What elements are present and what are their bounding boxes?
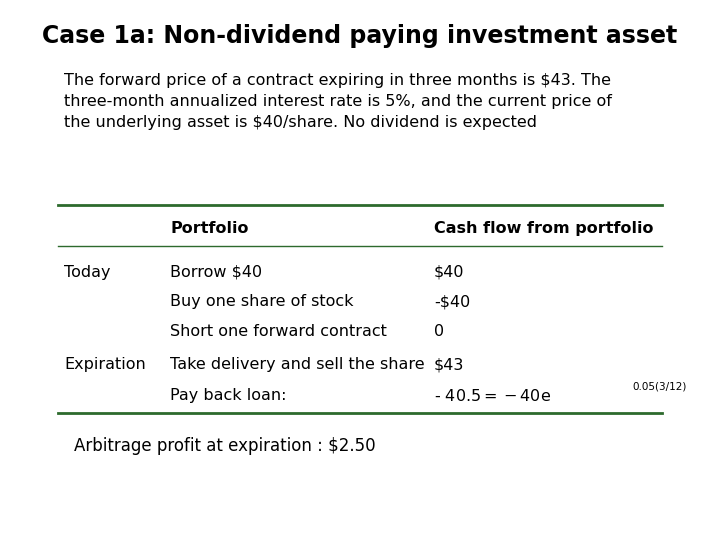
Text: - $40.5 =  - $40e: - $40.5 = - $40e [434, 388, 551, 404]
Text: -$40: -$40 [434, 294, 470, 309]
Text: 0: 0 [434, 324, 444, 339]
Text: Borrow $40: Borrow $40 [171, 265, 263, 280]
Text: Case 1a: Non-dividend paying investment asset: Case 1a: Non-dividend paying investment … [42, 24, 678, 48]
Text: Buy one share of stock: Buy one share of stock [171, 294, 354, 309]
Text: Short one forward contract: Short one forward contract [171, 324, 387, 339]
Text: Take delivery and sell the share: Take delivery and sell the share [171, 357, 425, 373]
Text: Cash flow from portfolio: Cash flow from portfolio [434, 221, 654, 237]
Text: Arbitrage profit at expiration : $2.50: Arbitrage profit at expiration : $2.50 [74, 437, 376, 455]
Text: $40: $40 [434, 265, 464, 280]
Text: Expiration: Expiration [64, 357, 146, 373]
Text: $43: $43 [434, 357, 464, 373]
Text: 0.05(3/12): 0.05(3/12) [632, 381, 686, 391]
Text: The forward price of a contract expiring in three months is $43. The
three-month: The forward price of a contract expiring… [64, 73, 612, 130]
Text: Pay back loan:: Pay back loan: [171, 388, 287, 403]
Text: Portfolio: Portfolio [171, 221, 249, 237]
Text: Today: Today [64, 265, 111, 280]
